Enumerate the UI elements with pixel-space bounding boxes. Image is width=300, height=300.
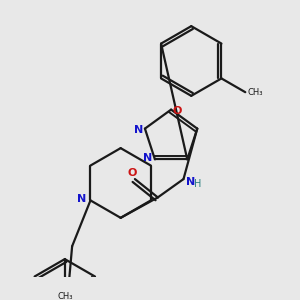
Text: O: O [173, 106, 182, 116]
Text: CH₃: CH₃ [247, 88, 262, 97]
Text: N: N [134, 125, 143, 136]
Text: O: O [128, 168, 137, 178]
Text: N: N [186, 177, 196, 187]
Text: CH₃: CH₃ [57, 292, 73, 300]
Text: H: H [194, 178, 202, 189]
Text: N: N [143, 154, 152, 164]
Text: N: N [77, 194, 86, 204]
